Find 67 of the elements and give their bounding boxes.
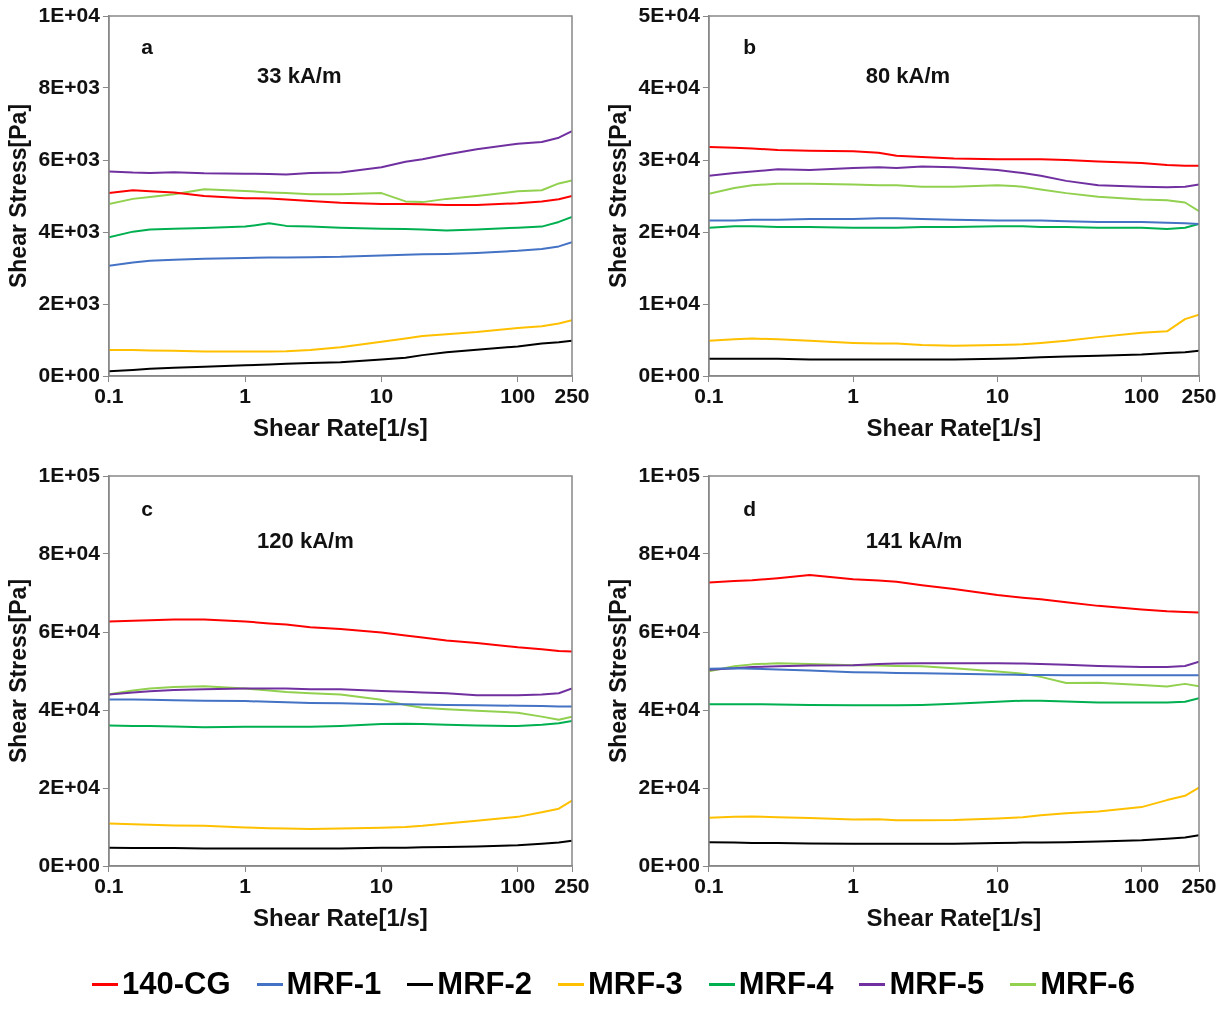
y-tick-label: 0E+00: [38, 362, 100, 386]
x-tick-label: 10: [985, 384, 1010, 408]
x-tick-label: 0.1: [94, 384, 124, 408]
annotation: c: [141, 496, 154, 520]
y-tick-label: 4E+04: [638, 74, 701, 98]
x-axis-title: Shear Rate[1/s]: [866, 414, 1042, 442]
x-axis-title: Shear Rate[1/s]: [866, 904, 1042, 932]
y-axis-title: Shear Stress[Pa]: [5, 103, 32, 289]
x-tick-label: 100: [1124, 384, 1160, 408]
legend-label: MRF-2: [437, 966, 533, 1002]
x-tick-label: 100: [500, 384, 536, 408]
annotation: a: [141, 34, 154, 58]
annotation: 141 kA/m: [865, 527, 963, 553]
x-tick-label: 1: [847, 384, 860, 408]
y-tick-label: 1E+05: [38, 462, 101, 486]
y-tick-label: 6E+04: [638, 618, 701, 642]
y-tick-label: 2E+04: [638, 774, 701, 798]
y-tick-label: 5E+04: [638, 2, 701, 26]
y-tick-label: 0E+00: [638, 852, 700, 876]
x-axis-title: Shear Rate[1/s]: [253, 904, 428, 932]
x-tick-label: 10: [369, 874, 394, 898]
y-tick-label: 4E+03: [38, 218, 100, 242]
y-tick-label: 4E+04: [38, 696, 101, 720]
annotation: 80 kA/m: [865, 63, 951, 89]
y-axis-title: Shear Stress[Pa]: [5, 578, 32, 764]
y-tick-label: 6E+03: [38, 146, 100, 170]
y-tick-label: 6E+04: [38, 618, 101, 642]
y-tick-label: 8E+04: [638, 540, 701, 564]
y-tick-label: 4E+04: [638, 696, 701, 720]
legend-label: MRF-4: [738, 966, 834, 1002]
y-tick-label: 0E+00: [638, 362, 700, 386]
legend-label: MRF-6: [1040, 966, 1135, 1002]
annotation: 120 kA/m: [257, 527, 354, 553]
y-tick-label: 0E+00: [38, 852, 100, 876]
y-tick-label: 1E+04: [38, 2, 101, 26]
x-tick-label: 0.1: [694, 874, 724, 898]
y-axis-title: Shear Stress[Pa]: [605, 103, 632, 289]
x-tick-label: 250: [554, 874, 590, 898]
legend-label: MRF-1: [286, 966, 382, 1002]
x-tick-label: 1: [239, 874, 252, 898]
x-tick-label: 0.1: [694, 384, 724, 408]
x-tick-label: 1: [847, 874, 860, 898]
y-tick-label: 2E+04: [38, 774, 101, 798]
legend-label: 140-CG: [122, 966, 231, 1002]
annotation: b: [743, 34, 757, 58]
x-tick-label: 250: [1181, 874, 1217, 898]
annotation: d: [743, 496, 757, 520]
y-tick-label: 8E+03: [38, 74, 100, 98]
x-tick-label: 0.1: [94, 874, 124, 898]
y-tick-label: 1E+05: [638, 462, 701, 486]
x-tick-label: 250: [1181, 384, 1217, 408]
x-tick-label: 1: [239, 384, 252, 408]
y-tick-label: 2E+03: [38, 290, 100, 314]
x-tick-label: 100: [500, 874, 536, 898]
y-axis-title: Shear Stress[Pa]: [605, 578, 632, 764]
annotation: 33 kA/m: [257, 63, 342, 89]
y-tick-label: 8E+04: [38, 540, 101, 564]
legend-label: MRF-3: [588, 966, 683, 1002]
x-tick-label: 250: [554, 384, 590, 408]
x-tick-label: 10: [369, 384, 394, 408]
x-axis-title: Shear Rate[1/s]: [253, 414, 428, 442]
legend-label: MRF-5: [889, 966, 985, 1002]
x-tick-label: 100: [1124, 874, 1160, 898]
x-tick-label: 10: [985, 874, 1010, 898]
y-tick-label: 2E+04: [638, 218, 701, 242]
y-tick-label: 1E+04: [638, 290, 701, 314]
y-tick-label: 3E+04: [638, 146, 701, 170]
